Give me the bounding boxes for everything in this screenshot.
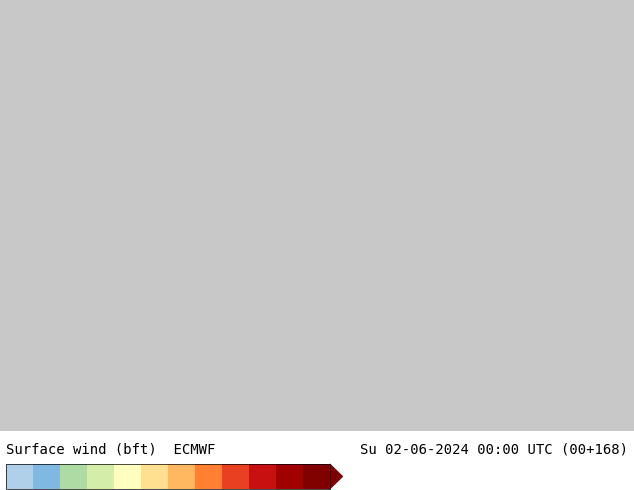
Bar [60, 464, 87, 489]
Bar [222, 464, 249, 489]
Bar [141, 464, 168, 489]
Polygon shape [330, 464, 342, 489]
Bar [114, 464, 141, 489]
Bar [34, 464, 60, 489]
Text: Su 02-06-2024 00:00 UTC (00+168): Su 02-06-2024 00:00 UTC (00+168) [359, 443, 628, 457]
Bar [276, 464, 303, 489]
Bar [87, 464, 114, 489]
Bar [195, 464, 222, 489]
Bar [6, 464, 33, 489]
Bar [249, 464, 276, 489]
Bar [303, 464, 330, 489]
Text: Surface wind (bft)  ECMWF: Surface wind (bft) ECMWF [6, 443, 216, 457]
Bar [6, 464, 330, 489]
Bar [168, 464, 195, 489]
